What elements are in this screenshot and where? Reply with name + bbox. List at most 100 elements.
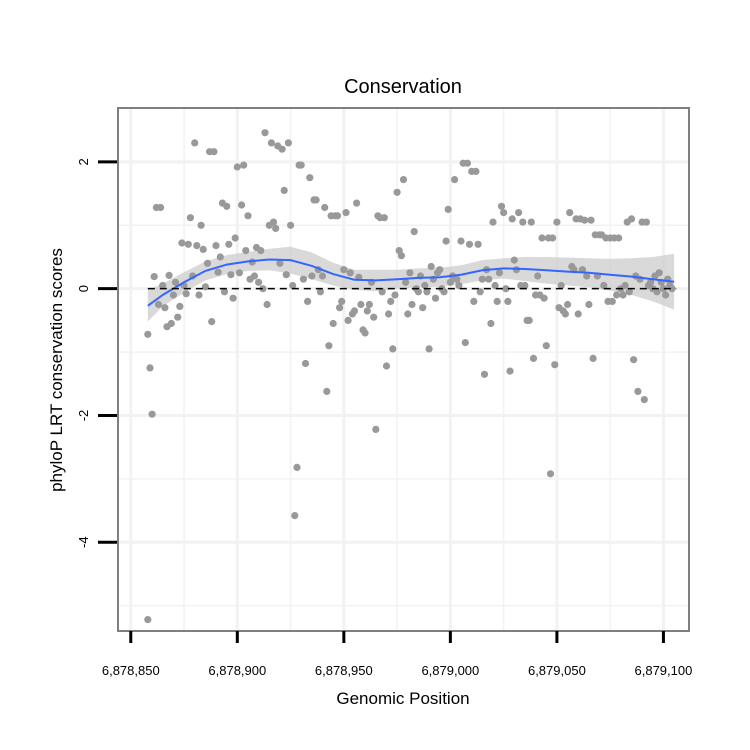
x-tick-label-4: 6,879,050 <box>528 663 586 678</box>
data-point-134 <box>427 262 435 271</box>
data-point-28 <box>201 283 209 291</box>
data-point-94 <box>342 209 350 217</box>
data-point-115 <box>387 297 395 305</box>
data-point-206 <box>581 216 589 224</box>
data-point-235 <box>642 218 651 226</box>
data-point-42 <box>231 234 239 242</box>
data-point-136 <box>431 294 440 302</box>
data-point-228 <box>627 215 636 223</box>
data-point-234 <box>640 396 648 404</box>
data-point-88 <box>329 319 337 328</box>
data-point-63 <box>276 259 284 267</box>
data-point-107 <box>370 313 378 321</box>
data-point-151 <box>463 159 471 167</box>
data-point-41 <box>229 294 237 302</box>
data-point-150 <box>461 339 469 347</box>
data-point-165 <box>493 297 501 305</box>
data-point-93 <box>340 266 348 274</box>
data-point-20 <box>184 240 192 248</box>
x-axis-label: Genomic Position <box>336 689 469 708</box>
data-point-168 <box>500 209 508 217</box>
data-point-98 <box>350 307 359 315</box>
data-point-172 <box>508 215 516 223</box>
smooth-line-group <box>147 258 675 307</box>
data-point-215 <box>600 281 608 290</box>
data-point-222 <box>615 234 623 242</box>
data-point-162 <box>487 319 495 328</box>
x-tick-label-1: 6,878,900 <box>208 663 266 678</box>
data-point-170 <box>504 297 512 305</box>
data-point-48 <box>244 212 252 220</box>
x-tick-label-5: 6,879,100 <box>635 663 693 678</box>
data-point-103 <box>361 329 369 337</box>
data-point-31 <box>208 318 216 326</box>
data-point-195 <box>557 281 565 290</box>
data-point-43 <box>233 163 241 171</box>
data-point-118 <box>393 188 401 196</box>
smooth-line <box>147 258 675 307</box>
data-point-125 <box>408 300 416 309</box>
data-point-71 <box>293 463 301 471</box>
y-tick-label-1: -2 <box>76 410 91 422</box>
data-point-143 <box>446 278 454 286</box>
data-point-91 <box>336 304 344 312</box>
data-point-138 <box>436 266 444 274</box>
data-point-95 <box>344 316 352 324</box>
data-point-65 <box>280 186 288 194</box>
data-point-210 <box>589 354 597 362</box>
data-point-6 <box>157 203 165 212</box>
data-point-188 <box>542 342 550 350</box>
data-point-240 <box>653 288 661 296</box>
data-point-224 <box>619 291 627 299</box>
data-point-25 <box>195 291 203 299</box>
data-point-141 <box>442 237 450 245</box>
data-point-156 <box>474 240 482 248</box>
data-point-184 <box>534 272 542 280</box>
data-point-163 <box>489 218 497 226</box>
data-point-33 <box>212 242 220 250</box>
data-point-166 <box>495 269 503 277</box>
data-point-208 <box>585 300 593 309</box>
data-point-92 <box>338 297 346 305</box>
data-point-29 <box>203 259 212 267</box>
data-point-161 <box>485 275 493 283</box>
data-point-221 <box>613 291 621 299</box>
data-point-78 <box>308 272 316 280</box>
data-point-3 <box>144 616 152 624</box>
data-point-56 <box>261 129 269 137</box>
data-point-159 <box>480 370 489 378</box>
data-point-167 <box>497 202 506 210</box>
data-point-17 <box>178 239 186 247</box>
data-point-66 <box>282 271 290 279</box>
data-point-67 <box>284 139 292 147</box>
data-point-116 <box>389 345 397 353</box>
data-point-147 <box>455 281 463 290</box>
data-point-209 <box>587 216 595 224</box>
data-point-7 <box>154 300 163 309</box>
data-point-241 <box>655 269 663 277</box>
data-point-83 <box>318 272 327 280</box>
data-point-45 <box>238 201 246 209</box>
data-point-80 <box>312 196 320 204</box>
data-point-8 <box>159 281 167 290</box>
data-point-198 <box>564 300 572 309</box>
data-point-38 <box>223 202 231 210</box>
data-point-84 <box>321 203 329 212</box>
data-point-105 <box>365 300 373 309</box>
data-point-227 <box>625 288 633 296</box>
data-point-59 <box>267 139 275 147</box>
data-point-14 <box>171 278 180 286</box>
data-point-54 <box>257 247 265 255</box>
data-point-70 <box>291 511 299 520</box>
data-point-142 <box>444 205 452 213</box>
x-tick-label-3: 6,879,000 <box>421 663 479 678</box>
data-point-177 <box>519 218 527 226</box>
data-point-192 <box>551 361 559 369</box>
data-point-74 <box>299 275 307 283</box>
data-point-146 <box>453 275 461 283</box>
data-point-190 <box>546 470 555 478</box>
data-point-96 <box>346 269 354 277</box>
data-point-199 <box>566 209 574 217</box>
data-point-24 <box>193 242 201 250</box>
